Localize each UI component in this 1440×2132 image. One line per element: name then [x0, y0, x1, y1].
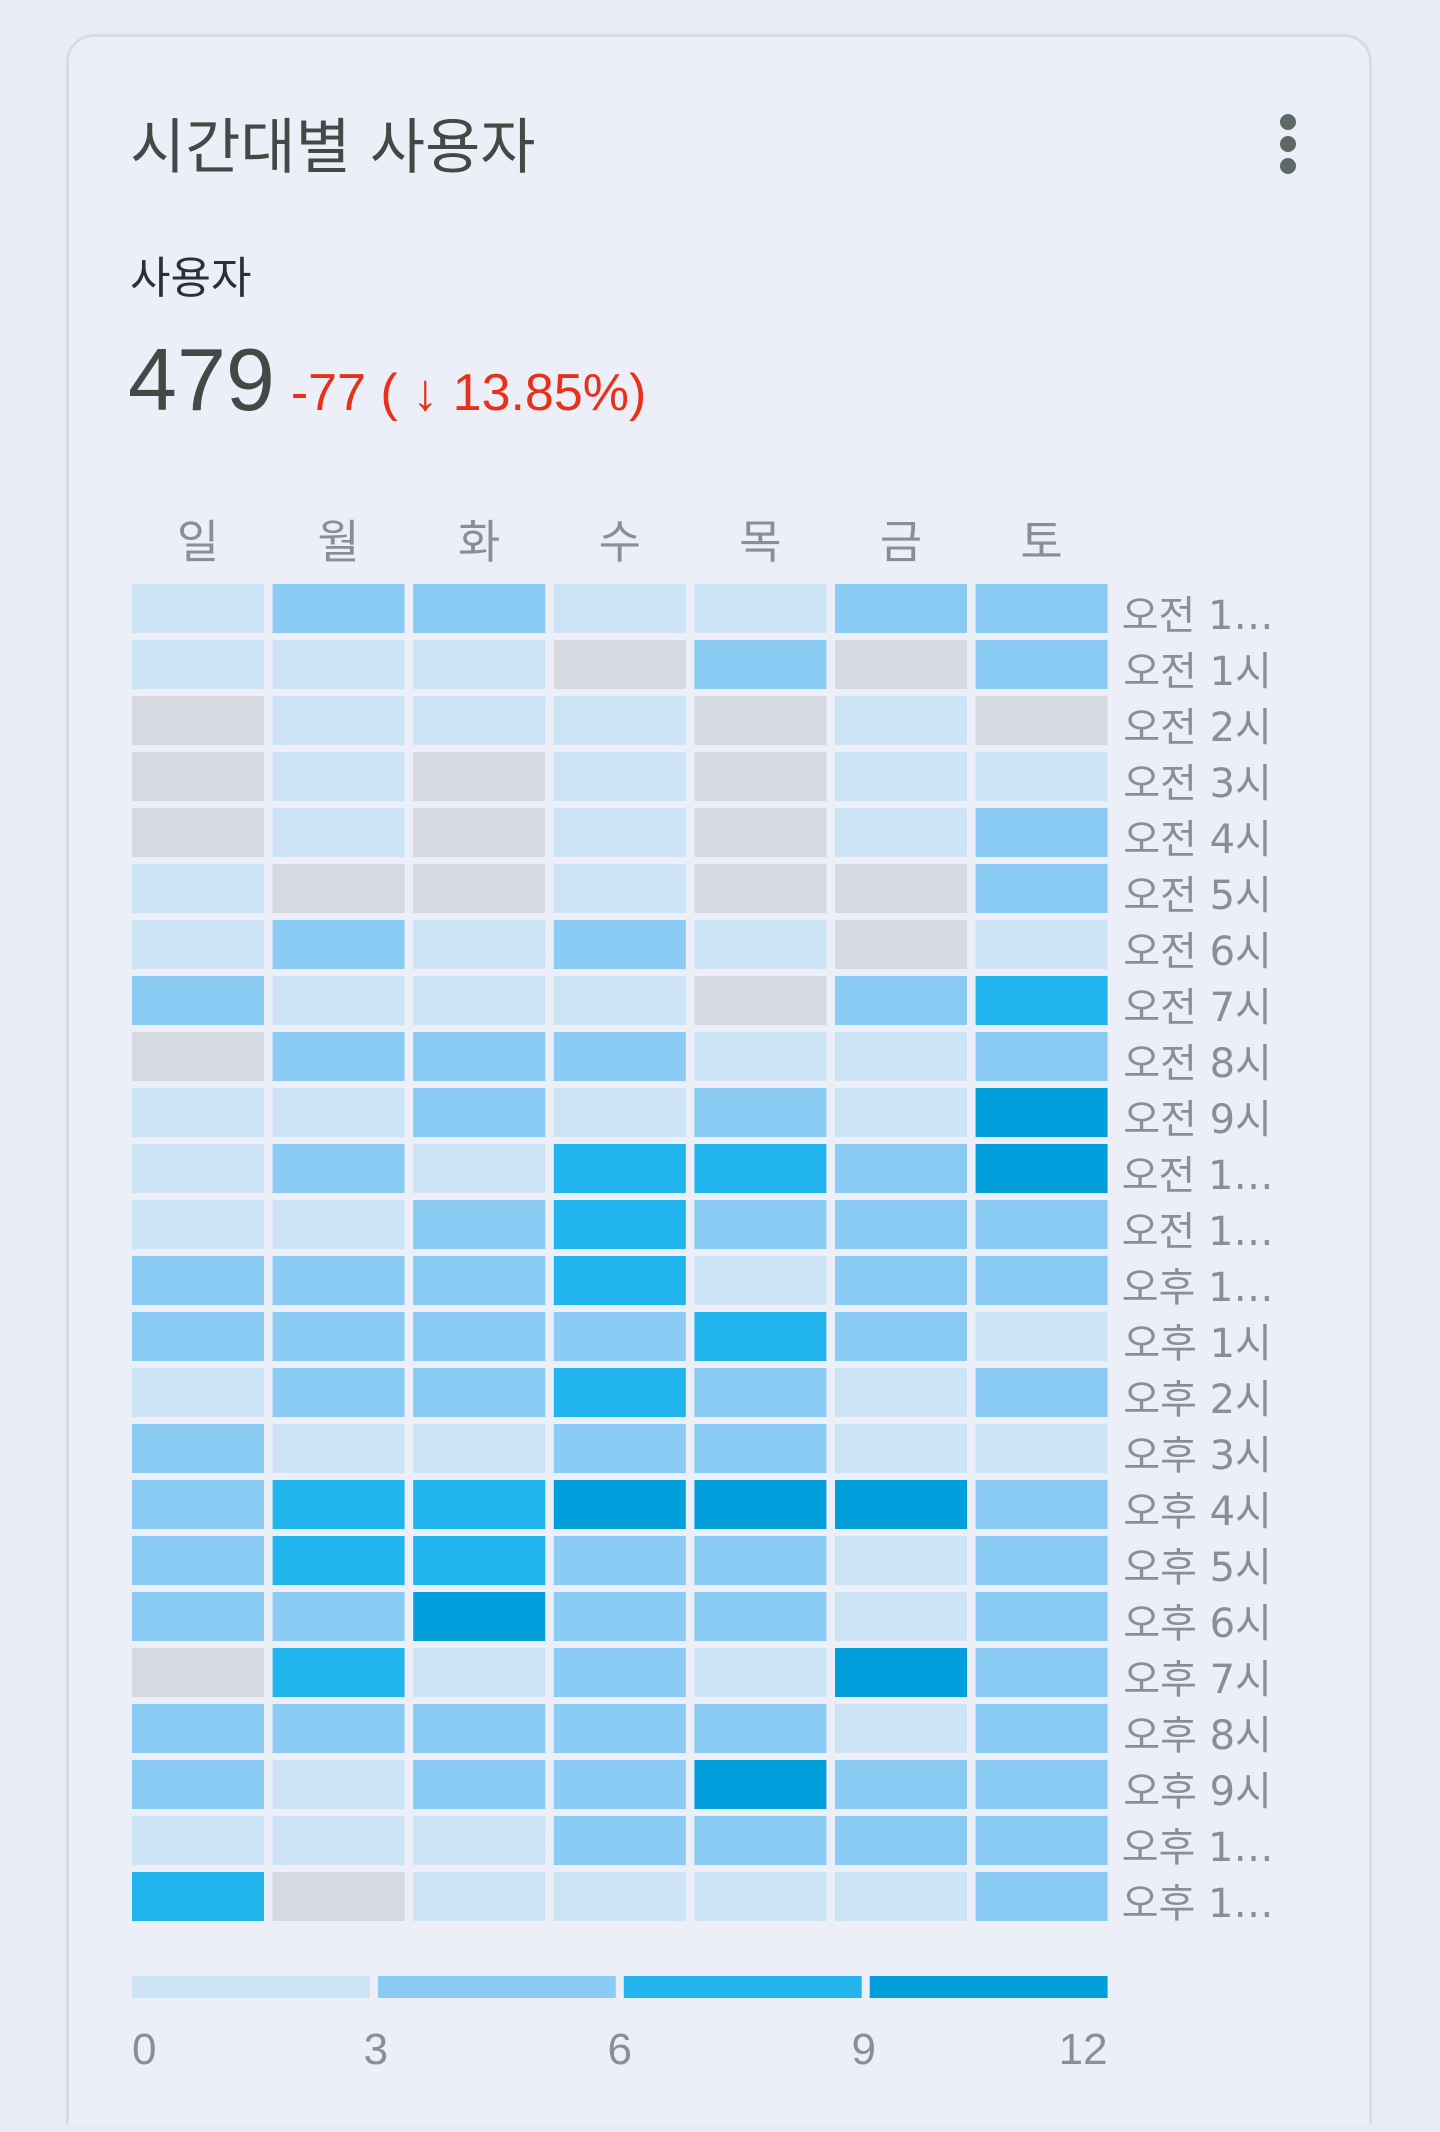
metric-row: 479 -77 ( ↓ 13.85%) — [128, 330, 646, 430]
metric-value: 479 — [128, 330, 275, 429]
more-dot-top — [1280, 114, 1296, 130]
more-vert-icon[interactable] — [1266, 108, 1310, 180]
metric-change: -77 ( ↓ 13.85%) — [290, 364, 647, 422]
card-title: 시간대별 사용자 — [130, 113, 536, 183]
metric-label: 사용자 — [130, 253, 252, 304]
more-dot-bottom — [1280, 158, 1296, 174]
more-dot-middle — [1280, 136, 1296, 152]
